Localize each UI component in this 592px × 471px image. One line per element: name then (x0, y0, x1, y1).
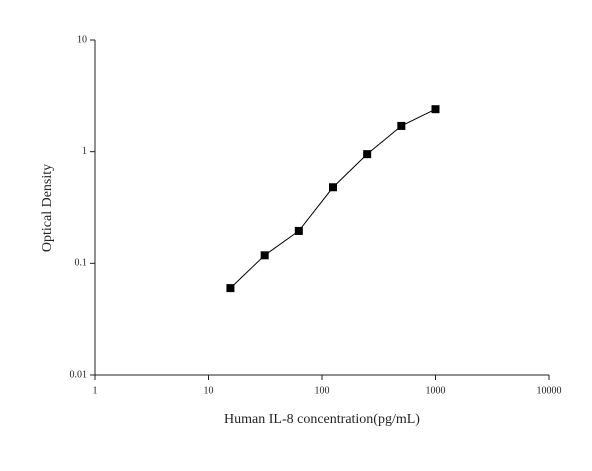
y-tick-label: 1 (82, 146, 87, 157)
y-axis-label: Optical Density (40, 164, 55, 252)
marker (363, 150, 372, 159)
y-tick-label: 0.01 (70, 369, 88, 380)
x-tick-label: 10 (204, 385, 214, 396)
x-tick-label: 100 (315, 385, 330, 396)
x-axis-label: Human IL-8 concentration(pg/mL) (224, 412, 420, 427)
x-tick-label: 10000 (537, 385, 562, 396)
curve (230, 108, 436, 289)
marker (260, 251, 269, 260)
y-tick-label: 10 (77, 34, 87, 45)
marker (397, 121, 406, 130)
marker (328, 183, 337, 192)
marker (226, 284, 235, 293)
marker (431, 105, 440, 114)
marker (294, 226, 303, 235)
x-tick-label: 1 (93, 385, 98, 396)
x-tick-label: 1000 (426, 385, 446, 396)
y-tick-label: 0.1 (75, 258, 88, 269)
